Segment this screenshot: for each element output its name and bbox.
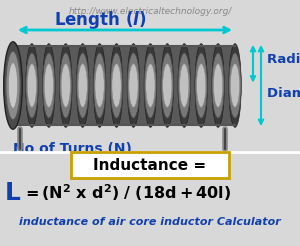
Ellipse shape	[8, 63, 18, 108]
Ellipse shape	[110, 44, 123, 127]
Ellipse shape	[195, 44, 207, 127]
Ellipse shape	[110, 53, 123, 118]
Ellipse shape	[43, 44, 55, 127]
Ellipse shape	[129, 64, 138, 107]
Ellipse shape	[229, 53, 241, 118]
Text: inductance of air core inductor Calculator: inductance of air core inductor Calculat…	[19, 217, 281, 227]
Ellipse shape	[196, 64, 206, 107]
Ellipse shape	[212, 44, 224, 127]
Ellipse shape	[127, 44, 140, 127]
Ellipse shape	[61, 64, 70, 107]
Ellipse shape	[26, 53, 38, 118]
Text: http://www.electricaltechnology.org/: http://www.electricaltechnology.org/	[68, 7, 232, 16]
Ellipse shape	[195, 53, 207, 118]
Ellipse shape	[212, 53, 224, 118]
Ellipse shape	[180, 64, 189, 107]
Text: Diameter (d): Diameter (d)	[267, 88, 300, 101]
Ellipse shape	[93, 53, 106, 118]
FancyBboxPatch shape	[71, 152, 229, 178]
Ellipse shape	[4, 42, 22, 129]
Ellipse shape	[60, 44, 72, 127]
Ellipse shape	[161, 44, 173, 127]
Ellipse shape	[214, 64, 223, 107]
Ellipse shape	[76, 44, 89, 127]
Ellipse shape	[76, 53, 89, 118]
Ellipse shape	[78, 64, 87, 107]
Text: No of Turns (N): No of Turns (N)	[13, 142, 132, 156]
Ellipse shape	[43, 53, 55, 118]
Ellipse shape	[95, 64, 104, 107]
Ellipse shape	[178, 53, 190, 118]
Text: Radius (r): Radius (r)	[267, 53, 300, 66]
Ellipse shape	[112, 64, 121, 107]
Text: $\mathbf{= (N^2\ x\ d^2)\ /\ (18d + 40}$$\mathit{\mathbf{l}}$$\mathbf{)}$: $\mathbf{= (N^2\ x\ d^2)\ /\ (18d + 40}$…	[22, 183, 231, 203]
Ellipse shape	[178, 44, 190, 127]
Ellipse shape	[161, 53, 173, 118]
Ellipse shape	[163, 64, 172, 107]
Ellipse shape	[6, 51, 20, 120]
Text: L: L	[5, 181, 21, 205]
Ellipse shape	[144, 53, 157, 118]
Ellipse shape	[9, 44, 21, 127]
Ellipse shape	[230, 64, 240, 107]
Ellipse shape	[44, 64, 53, 107]
Ellipse shape	[11, 64, 20, 107]
Text: Inductance =: Inductance =	[93, 157, 207, 172]
Ellipse shape	[9, 53, 21, 118]
Text: Length ($\bfit{l}$): Length ($\bfit{l}$)	[54, 9, 146, 31]
Ellipse shape	[27, 64, 37, 107]
Ellipse shape	[60, 53, 72, 118]
Bar	[15, 46, 235, 125]
Ellipse shape	[146, 64, 155, 107]
Ellipse shape	[144, 44, 157, 127]
Ellipse shape	[93, 44, 106, 127]
Ellipse shape	[127, 53, 140, 118]
Ellipse shape	[26, 44, 38, 127]
Ellipse shape	[229, 44, 241, 127]
